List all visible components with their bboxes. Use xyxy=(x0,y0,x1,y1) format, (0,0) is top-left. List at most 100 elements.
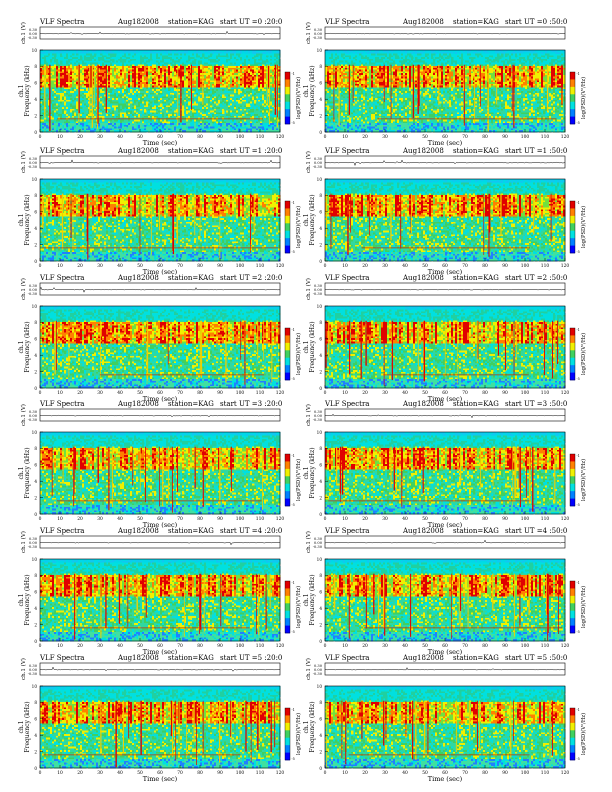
spectrogram-cell xyxy=(192,61,194,63)
spectrogram-cell xyxy=(156,54,158,56)
spectrogram-cell xyxy=(222,50,224,52)
spectrogram-cell xyxy=(162,57,164,59)
spectrogram-cell xyxy=(72,57,74,59)
spectrogram-cell xyxy=(90,59,92,61)
spectrogram-cell xyxy=(194,50,196,52)
spectrogram-cell xyxy=(260,52,262,54)
spectrogram-cell xyxy=(50,59,52,61)
spectrogram-cell xyxy=(214,59,216,61)
spectrogram-cell xyxy=(196,55,198,57)
spectrogram-cell xyxy=(98,57,100,59)
spectrogram-cell xyxy=(84,59,86,61)
spectrogram-cell xyxy=(106,52,108,54)
spectrogram-cell xyxy=(200,59,202,61)
spectrogram-cell xyxy=(118,59,120,61)
spectrogram-cell xyxy=(146,55,148,57)
spectrogram-cell xyxy=(50,54,52,56)
spectrogram-cell xyxy=(272,55,274,57)
spectrogram-cell xyxy=(178,50,180,52)
spectrogram-cell xyxy=(98,55,100,57)
spectrogram-cell xyxy=(258,52,260,54)
spectrogram-cell xyxy=(50,55,52,57)
spectrogram-cell xyxy=(188,52,190,54)
spectrogram-cell xyxy=(148,50,150,52)
spectrogram-cell xyxy=(236,52,238,54)
spectrogram-cell xyxy=(146,61,148,63)
spectrogram-cell xyxy=(134,52,136,54)
figure: VLF Spectra Aug182008 station=KAG start UT … xyxy=(0,0,612,792)
spectrogram-cell xyxy=(126,55,128,57)
spectrogram-cell xyxy=(154,50,156,52)
spectrogram-cell xyxy=(90,52,92,54)
spectrogram-cell xyxy=(216,55,218,57)
spectrogram-cell xyxy=(164,50,166,52)
spectrogram-cell xyxy=(202,55,204,57)
spectrogram-cell xyxy=(250,54,252,56)
spectrogram-cell xyxy=(204,61,206,63)
spectrogram-cell xyxy=(178,52,180,54)
spectrogram-cell xyxy=(218,50,220,52)
spectrogram-cell xyxy=(202,52,204,54)
spectrogram-cell xyxy=(78,59,80,61)
spectrogram-cell xyxy=(126,54,128,56)
spectrogram-cell xyxy=(202,54,204,56)
spectrogram-cell xyxy=(54,57,56,59)
spectrogram-cell xyxy=(208,50,210,52)
spectrogram-cell xyxy=(258,57,260,59)
spectrogram-cell xyxy=(220,50,222,52)
spectrogram-cell xyxy=(54,61,56,63)
spectrogram-cell xyxy=(144,52,146,54)
spectrogram-cell xyxy=(48,57,50,59)
spectrogram-cell xyxy=(76,52,78,54)
spectrogram-cell xyxy=(208,55,210,57)
spectrogram-cell xyxy=(68,55,70,57)
spectrogram-cell xyxy=(228,59,230,61)
spectrogram-cell xyxy=(80,50,82,52)
spectrogram-cell xyxy=(134,59,136,61)
spectrogram-cell xyxy=(142,54,144,56)
spectrogram-cell xyxy=(262,55,264,57)
spectrogram-cell xyxy=(148,57,150,59)
spectrogram-cell xyxy=(50,57,52,59)
spectrogram-cell xyxy=(234,54,236,56)
spectrogram-cell xyxy=(188,50,190,52)
spectrogram-cell xyxy=(184,57,186,59)
spectrogram-cell xyxy=(242,59,244,61)
ch1-axis-label: ch.1 (V) xyxy=(20,22,27,44)
spectrogram-cell xyxy=(64,54,66,56)
spectrogram-cell xyxy=(120,55,122,57)
spectrogram-cell xyxy=(178,61,180,63)
spectrogram-cell xyxy=(142,57,144,59)
spectrogram-cell xyxy=(272,52,274,54)
spectrogram-cell xyxy=(230,55,232,57)
spectrogram-cell xyxy=(272,59,274,61)
spectrogram-cell xyxy=(206,55,208,57)
spectrogram-cell xyxy=(232,54,234,56)
spectrogram-cell xyxy=(110,52,112,54)
spectrogram-cell xyxy=(130,52,132,54)
spectrogram-cell xyxy=(146,52,148,54)
spectrogram-cell xyxy=(136,54,138,56)
spectrogram-cell xyxy=(250,59,252,61)
spectrogram-cell xyxy=(126,57,128,59)
spectrogram-cell xyxy=(254,50,256,52)
spectrogram-cell xyxy=(176,61,178,63)
spectrogram-cell xyxy=(46,55,48,57)
spectrogram-cell xyxy=(248,57,250,59)
spectrogram-cell xyxy=(226,59,228,61)
spectrogram-cell xyxy=(64,61,66,63)
spectrogram-cell xyxy=(86,57,88,59)
spectrogram-cell xyxy=(234,50,236,52)
spectrogram-cell xyxy=(176,57,178,59)
spectrogram-cell xyxy=(186,59,188,61)
spectrogram-cell xyxy=(82,52,84,54)
spectrogram-cell xyxy=(156,55,158,57)
spectrogram-cell xyxy=(182,55,184,57)
spectrogram-cell xyxy=(266,52,268,54)
spectrogram-cell xyxy=(128,50,130,52)
spectrogram-cell xyxy=(212,59,214,61)
spectrogram-cell xyxy=(268,54,270,56)
spectrogram-cell xyxy=(224,54,226,56)
spectrogram-cell xyxy=(128,59,130,61)
spectrogram-cell xyxy=(202,61,204,63)
